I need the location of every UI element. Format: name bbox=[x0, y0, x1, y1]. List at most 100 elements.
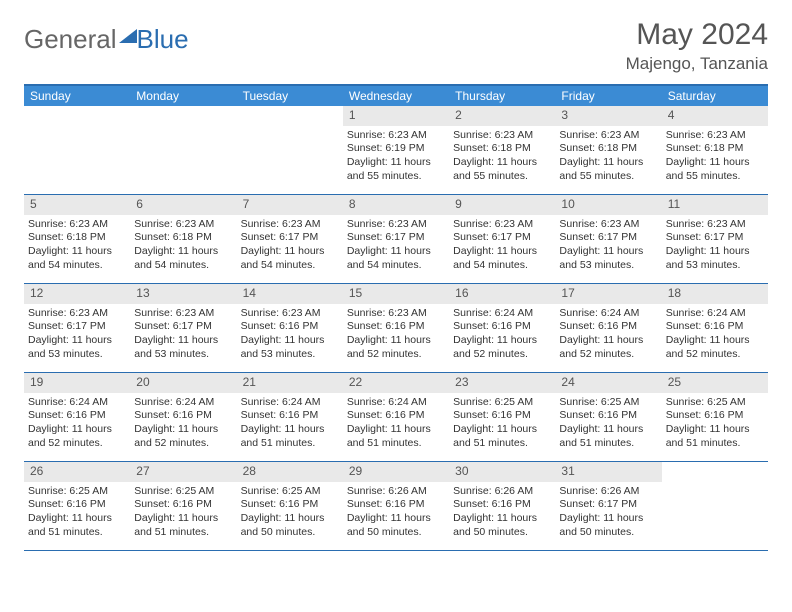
day-body: Sunrise: 6:25 AMSunset: 6:16 PMDaylight:… bbox=[662, 395, 768, 454]
daylight-line: Daylight: 11 hours and 52 minutes. bbox=[134, 423, 232, 450]
sunrise-line: Sunrise: 6:23 AM bbox=[241, 307, 339, 321]
daylight-line: Daylight: 11 hours and 51 minutes. bbox=[347, 423, 445, 450]
sunset-line: Sunset: 6:17 PM bbox=[666, 231, 764, 245]
daylight-line: Daylight: 11 hours and 50 minutes. bbox=[347, 512, 445, 539]
daylight-line: Daylight: 11 hours and 52 minutes. bbox=[453, 334, 551, 361]
week-row: 5Sunrise: 6:23 AMSunset: 6:18 PMDaylight… bbox=[24, 195, 768, 284]
sunset-line: Sunset: 6:16 PM bbox=[666, 409, 764, 423]
sunrise-line: Sunrise: 6:24 AM bbox=[241, 396, 339, 410]
day-cell: 4Sunrise: 6:23 AMSunset: 6:18 PMDaylight… bbox=[662, 106, 768, 194]
day-body: Sunrise: 6:23 AMSunset: 6:16 PMDaylight:… bbox=[237, 306, 343, 365]
day-body: Sunrise: 6:23 AMSunset: 6:17 PMDaylight:… bbox=[343, 217, 449, 276]
week-row: ...1Sunrise: 6:23 AMSunset: 6:19 PMDayli… bbox=[24, 106, 768, 195]
weekday-header: Thursday bbox=[449, 86, 555, 106]
weekday-header: Wednesday bbox=[343, 86, 449, 106]
daylight-line: Daylight: 11 hours and 53 minutes. bbox=[241, 334, 339, 361]
day-number: 11 bbox=[662, 195, 768, 215]
weekday-header: Saturday bbox=[662, 86, 768, 106]
day-cell: 18Sunrise: 6:24 AMSunset: 6:16 PMDayligh… bbox=[662, 284, 768, 372]
day-cell: 13 Sunrise: 6:23 AMSunset: 6:17 PMDayligh… bbox=[130, 284, 236, 372]
day-cell: 5Sunrise: 6:23 AMSunset: 6:18 PMDaylight… bbox=[24, 195, 130, 283]
day-body: Sunrise: 6:24 AMSunset: 6:16 PMDaylight:… bbox=[555, 306, 661, 365]
day-cell: 9Sunrise: 6:23 AMSunset: 6:17 PMDaylight… bbox=[449, 195, 555, 283]
day-cell: . bbox=[130, 106, 236, 194]
day-cell: 7Sunrise: 6:23 AMSunset: 6:17 PMDaylight… bbox=[237, 195, 343, 283]
daylight-line: Daylight: 11 hours and 55 minutes. bbox=[666, 156, 764, 183]
sunrise-line: Sunrise: 6:25 AM bbox=[559, 396, 657, 410]
day-body: Sunrise: 6:23 AMSunset: 6:17 PMDaylight:… bbox=[449, 217, 555, 276]
daylight-line: Daylight: 11 hours and 54 minutes. bbox=[134, 245, 232, 272]
daylight-line: Daylight: 11 hours and 54 minutes. bbox=[241, 245, 339, 272]
day-number: 20 bbox=[130, 373, 236, 393]
day-cell: 24Sunrise: 6:25 AMSunset: 6:16 PMDayligh… bbox=[555, 373, 661, 461]
day-cell: . bbox=[237, 106, 343, 194]
sunrise-line: Sunrise: 6:26 AM bbox=[453, 485, 551, 499]
daylight-line: Daylight: 11 hours and 51 minutes. bbox=[28, 512, 126, 539]
day-body: Sunrise: 6:23 AMSunset: 6:18 PMDaylight:… bbox=[449, 128, 555, 187]
day-number: 14 bbox=[237, 284, 343, 304]
sunrise-line: Sunrise: 6:23 AM bbox=[347, 129, 445, 143]
day-number: 9 bbox=[449, 195, 555, 215]
page-title: May 2024 bbox=[626, 18, 768, 52]
sunset-line: Sunset: 6:16 PM bbox=[134, 498, 232, 512]
day-body: Sunrise: 6:24 AMSunset: 6:16 PMDaylight:… bbox=[24, 395, 130, 454]
daylight-line: Daylight: 11 hours and 53 minutes. bbox=[134, 334, 232, 361]
logo-text-1: General bbox=[24, 24, 117, 55]
day-number: 24 bbox=[555, 373, 661, 393]
day-body: Sunrise: 6:24 AMSunset: 6:16 PMDaylight:… bbox=[237, 395, 343, 454]
day-body: Sunrise: 6:24 AMSunset: 6:16 PMDaylight:… bbox=[130, 395, 236, 454]
sunset-line: Sunset: 6:17 PM bbox=[241, 231, 339, 245]
sunrise-line: Sunrise: 6:23 AM bbox=[453, 218, 551, 232]
weeks-container: ...1Sunrise: 6:23 AMSunset: 6:19 PMDayli… bbox=[24, 106, 768, 551]
day-cell: 17Sunrise: 6:24 AMSunset: 6:16 PMDayligh… bbox=[555, 284, 661, 372]
day-cell: 11Sunrise: 6:23 AMSunset: 6:17 PMDayligh… bbox=[662, 195, 768, 283]
sunrise-line: Sunrise: 6:24 AM bbox=[134, 396, 232, 410]
sunrise-line: Sunrise: 6:26 AM bbox=[559, 485, 657, 499]
day-body: Sunrise: 6:25 AMSunset: 6:16 PMDaylight:… bbox=[555, 395, 661, 454]
daylight-line: Daylight: 11 hours and 51 minutes. bbox=[559, 423, 657, 450]
weekday-header: Tuesday bbox=[237, 86, 343, 106]
sunrise-line: Sunrise: 6:23 AM bbox=[559, 129, 657, 143]
daylight-line: Daylight: 11 hours and 54 minutes. bbox=[28, 245, 126, 272]
day-number: 30 bbox=[449, 462, 555, 482]
day-number: 17 bbox=[555, 284, 661, 304]
daylight-line: Daylight: 11 hours and 51 minutes. bbox=[134, 512, 232, 539]
sunrise-line: Sunrise: 6:24 AM bbox=[559, 307, 657, 321]
sunrise-line: Sunrise: 6:23 AM bbox=[134, 218, 232, 232]
day-number: 13 bbox=[130, 284, 236, 304]
weekday-header: Friday bbox=[555, 86, 661, 106]
day-number: 19 bbox=[24, 373, 130, 393]
daylight-line: Daylight: 11 hours and 52 minutes. bbox=[347, 334, 445, 361]
day-cell: . bbox=[662, 462, 768, 550]
sunrise-line: Sunrise: 6:23 AM bbox=[241, 218, 339, 232]
day-number: 10 bbox=[555, 195, 661, 215]
sunset-line: Sunset: 6:16 PM bbox=[559, 320, 657, 334]
day-number: 1 bbox=[343, 106, 449, 126]
weekday-header: Sunday bbox=[24, 86, 130, 106]
day-cell: . bbox=[24, 106, 130, 194]
sunset-line: Sunset: 6:16 PM bbox=[453, 409, 551, 423]
weekday-header-row: SundayMondayTuesdayWednesdayThursdayFrid… bbox=[24, 86, 768, 106]
sunset-line: Sunset: 6:16 PM bbox=[134, 409, 232, 423]
sunrise-line: Sunrise: 6:23 AM bbox=[347, 307, 445, 321]
sunset-line: Sunset: 6:17 PM bbox=[134, 320, 232, 334]
sunrise-line: Sunrise: 6:26 AM bbox=[347, 485, 445, 499]
day-cell: 31Sunrise: 6:26 AMSunset: 6:17 PMDayligh… bbox=[555, 462, 661, 550]
sunset-line: Sunset: 6:18 PM bbox=[134, 231, 232, 245]
sunset-line: Sunset: 6:17 PM bbox=[347, 231, 445, 245]
day-number: 26 bbox=[24, 462, 130, 482]
day-cell: 22Sunrise: 6:24 AMSunset: 6:16 PMDayligh… bbox=[343, 373, 449, 461]
sunrise-line: Sunrise: 6:23 AM bbox=[666, 129, 764, 143]
day-body: Sunrise: 6:23 AMSunset: 6:18 PMDaylight:… bbox=[555, 128, 661, 187]
sunrise-line: Sunrise: 6:23 AM bbox=[28, 307, 126, 321]
day-number: 2 bbox=[449, 106, 555, 126]
logo: General Blue bbox=[24, 18, 189, 55]
day-number: 18 bbox=[662, 284, 768, 304]
sunrise-line: Sunrise: 6:23 AM bbox=[134, 307, 232, 321]
sunset-line: Sunset: 6:16 PM bbox=[453, 320, 551, 334]
sunset-line: Sunset: 6:16 PM bbox=[347, 498, 445, 512]
sunrise-line: Sunrise: 6:23 AM bbox=[347, 218, 445, 232]
day-number: 25 bbox=[662, 373, 768, 393]
daylight-line: Daylight: 11 hours and 53 minutes. bbox=[559, 245, 657, 272]
daylight-line: Daylight: 11 hours and 50 minutes. bbox=[559, 512, 657, 539]
